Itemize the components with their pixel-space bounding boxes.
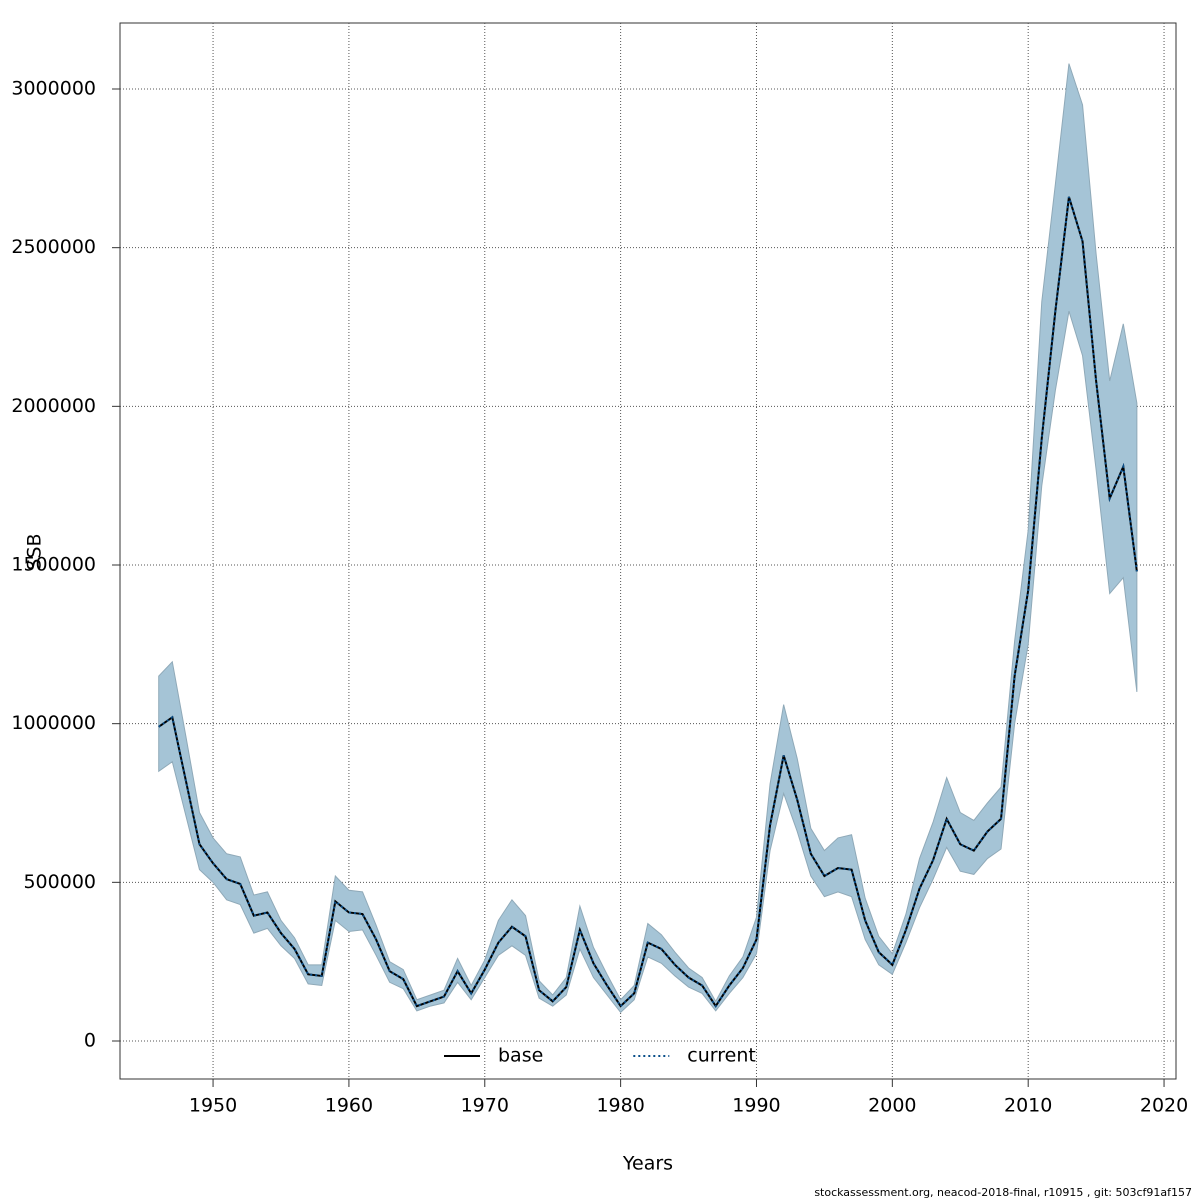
x-tick-label: 1950: [189, 1095, 237, 1117]
legend-label: base: [498, 1045, 543, 1067]
footnote: stockassessment.org, neacod-2018-final, …: [814, 1186, 1192, 1199]
y-tick-label: 1000000: [11, 712, 96, 734]
y-axis-label: SSB: [24, 533, 46, 570]
y-tick-label: 0: [84, 1029, 96, 1051]
y-tick-label: 1500000: [11, 554, 96, 576]
y-tick-label: 500000: [23, 871, 96, 893]
y-tick-label: 2000000: [11, 395, 96, 417]
x-axis-label: Years: [622, 1153, 673, 1175]
x-tick-label: 1980: [596, 1095, 644, 1117]
plot-frame: [119, 22, 1177, 1080]
x-tick-label: 1970: [461, 1095, 509, 1117]
x-tick-label: 1960: [325, 1095, 373, 1117]
confidence-band: [158, 63, 1138, 1014]
series-line: [158, 196, 1138, 1008]
x-tick-label: 2000: [868, 1095, 916, 1117]
y-tick-label: 2500000: [11, 236, 96, 258]
x-tick-label: 2020: [1140, 1095, 1188, 1117]
legend-label: current: [687, 1045, 756, 1067]
x-tick-label: 1990: [732, 1095, 780, 1117]
series-line: [158, 196, 1138, 1008]
y-tick-label: 3000000: [11, 78, 96, 100]
x-tick-label: 2010: [1004, 1095, 1052, 1117]
